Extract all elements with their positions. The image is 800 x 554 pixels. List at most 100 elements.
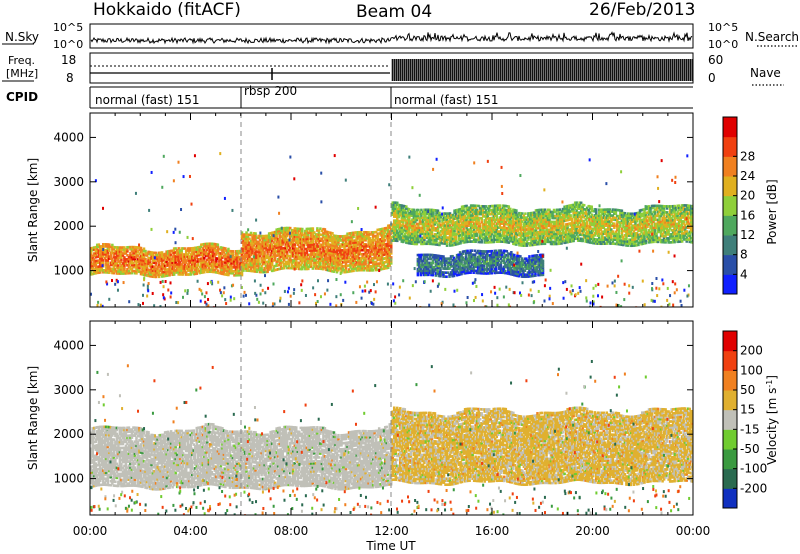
data-cell [269,263,272,267]
data-cell [111,267,114,271]
data-cell [474,216,477,220]
data-cell [228,259,232,263]
data-cell [234,254,238,257]
data-cell [408,235,411,239]
data-cell [320,253,324,257]
data-cell [103,251,107,254]
data-cell [442,212,446,215]
data-cell [414,216,417,220]
data-cell [184,267,188,270]
data-cell [421,226,425,230]
data-cell [203,262,206,266]
data-cell [560,212,563,215]
data-cell [490,222,494,226]
data-cell [521,232,524,235]
data-cell [115,250,119,253]
data-cell [292,255,295,258]
data-cell [150,269,153,272]
data-cell [249,239,253,243]
data-cell [492,214,496,218]
data-cell [573,235,577,239]
data-cell [379,250,382,253]
data-cell [546,234,550,238]
data-cell [178,261,182,264]
data-cell [469,236,473,239]
data-cell [543,238,547,242]
data-cell [293,247,297,250]
data-cell [405,205,408,208]
data-cell [380,263,384,267]
data-cell [298,239,301,243]
data-cell [570,223,574,227]
data-cell [174,251,177,254]
data-cell [557,238,560,242]
data-cell [507,211,511,214]
nsky-trace [90,31,693,45]
data-cell [246,259,250,262]
data-cell [237,255,241,259]
data-cell [168,261,171,265]
data-cell [195,250,199,253]
data-cell [537,232,541,236]
data-cell [258,262,262,266]
data-cell [358,266,361,270]
data-cell [213,248,217,252]
data-cell [263,234,266,238]
data-cell [293,235,297,238]
data-cell [293,259,297,262]
data-cell [245,247,248,250]
data-cell [525,244,529,247]
data-cell [542,220,545,224]
data-cell [168,251,171,255]
data-cell [278,229,281,233]
data-cell [212,264,215,268]
data-cell [102,270,105,274]
data-cell [548,222,551,226]
data-cell [301,249,304,253]
data-cell [358,260,361,264]
data-cell [368,243,372,246]
data-cell [472,212,476,215]
data-cell [468,214,471,217]
data-cell [258,238,262,242]
data-cell [349,238,352,241]
data-cell [314,247,318,250]
data-cell [335,258,339,262]
data-cell [114,256,117,259]
data-cell [331,256,334,259]
data-cell [358,268,361,272]
data-cell [578,221,581,224]
data-cell [400,236,404,239]
data-cell [218,257,221,261]
data-cell [379,260,382,263]
data-cell [183,271,186,274]
data-cell [302,257,306,261]
data-cell [292,235,295,238]
data-cell [459,233,462,237]
data-cell [126,263,129,267]
data-cell [270,233,274,237]
data-cell [254,232,257,235]
data-cell [537,210,541,214]
data-cell [346,258,349,262]
data-cell [430,232,434,236]
data-cell [465,238,468,242]
data-cell [245,243,248,246]
data-cell [207,256,211,260]
data-cell [251,233,254,237]
data-cell [572,215,575,219]
data-cell [175,265,179,268]
data-cell [355,247,358,250]
data-cell [317,249,321,252]
data-cell [290,266,293,270]
data-cell [534,219,538,222]
data-cell [279,249,283,252]
data-cell [528,228,532,231]
data-cell [539,224,542,228]
data-cell [117,270,120,273]
data-cell [356,235,360,238]
data-cell [215,265,218,268]
data-cell [284,228,287,232]
data-cell [466,230,470,234]
data-cell [254,260,257,263]
